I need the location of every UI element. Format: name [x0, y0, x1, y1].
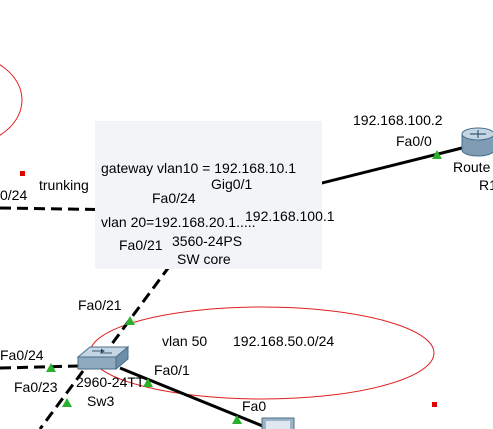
link-up-indicator-router-fa00: [432, 150, 442, 159]
port-label-sw3-fa021: Fa0/21: [78, 297, 122, 313]
gateway-note-line1: gateway vlan10 = 192.168.10.1: [101, 160, 296, 176]
port-label-left-0-24: 0/24: [0, 187, 28, 203]
trunk-link-sw3-down[interactable]: [38, 370, 85, 429]
ip-label-router: 192.168.100.2: [353, 112, 443, 128]
link-up-indicator-pc-fa0: [232, 415, 242, 424]
pc-icon[interactable]: [261, 417, 295, 429]
link-up-indicator-sw3-fa024: [46, 363, 56, 372]
switch-icon[interactable]: [76, 345, 130, 371]
link-up-indicator-sw3-fa023: [62, 398, 72, 407]
vlan50-area-name: vlan 50: [162, 333, 208, 349]
trunk-link-core-to-sw3[interactable]: [98, 224, 202, 361]
link-up-indicator-sw3-fa01: [143, 378, 153, 387]
port-label-core-fa024: Fa0/24: [152, 190, 196, 206]
device-label-router-line1: Route: [453, 159, 491, 175]
trunking-label: trunking: [39, 177, 89, 193]
device-model-sw3: 2960-24TT: [76, 374, 145, 390]
red-marker: [432, 402, 437, 407]
gateway-note[interactable]: gateway vlan10 = 192.168.10.1 vlan 20=19…: [95, 121, 322, 269]
port-label-core-fa021: Fa0/21: [119, 237, 163, 253]
router-icon[interactable]: [461, 127, 493, 157]
trunk-link-sw3-left[interactable]: [0, 364, 79, 370]
device-name-core: SW core: [177, 251, 231, 267]
port-label-sw3-fa024: Fa0/24: [0, 347, 44, 363]
device-label-router-line2: R1: [479, 177, 493, 193]
device-name-sw3: Sw3: [87, 393, 115, 409]
gateway-note-line2: vlan 20=192.168.20.1.....: [101, 214, 256, 230]
left-area-ellipse[interactable]: [0, 54, 23, 146]
red-marker: [20, 171, 25, 176]
port-label-core-gig01: Gig0/1: [211, 176, 253, 192]
port-label-sw3-fa023: Fa0/23: [14, 379, 58, 395]
port-label-sw3-fa01: Fa0/1: [154, 362, 190, 378]
device-model-core: 3560-24PS: [172, 233, 243, 249]
link-up-indicator-sw3-fa021: [125, 316, 135, 325]
link-sw3-to-pc[interactable]: [119, 366, 271, 429]
port-label-router-fa00: Fa0/0: [396, 133, 432, 149]
ip-label-core: 192.168.100.1: [245, 208, 335, 224]
vlan50-area-subnet: 192.168.50.0/24: [233, 333, 335, 349]
port-label-pc-fa0: Fa0: [242, 398, 267, 414]
